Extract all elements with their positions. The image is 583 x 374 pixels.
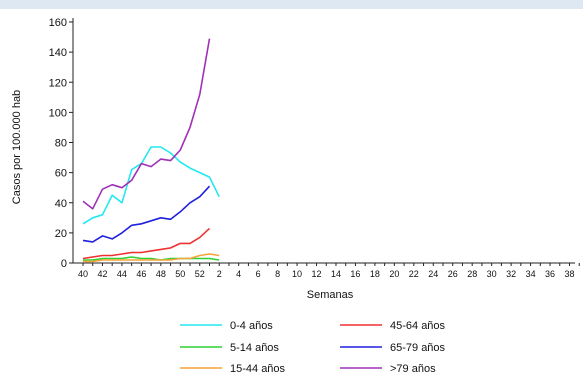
x-tick-label: 8 (275, 269, 280, 279)
x-tick-label: 16 (350, 269, 360, 279)
x-tick-label: 46 (136, 269, 146, 279)
legend-label: 0-4 años (230, 320, 273, 332)
legend-label: 45-64 años (390, 320, 446, 332)
x-tick-label: 30 (487, 269, 497, 279)
x-axis: 40 42 44 46 48 50 52 2 4 6 8 10 12 14 16 18 20 22 24 26 28 30… (73, 262, 580, 279)
y-tick-label: 120 (49, 77, 67, 89)
series-line (82, 185, 211, 243)
legend-label: >79 años (390, 363, 436, 374)
series-lines (82, 38, 220, 263)
x-tick-label: 24 (428, 269, 438, 279)
x-tick-label: 50 (175, 269, 185, 279)
legend: 0-4 años 5-14 años 15-44 años 45-64 años 65-… (180, 320, 446, 374)
x-tick-label: 26 (448, 269, 458, 279)
x-tick-label: 28 (467, 269, 477, 279)
x-tick-label: 34 (526, 269, 536, 279)
x-tick-label: 38 (564, 269, 574, 279)
series-line (82, 146, 220, 225)
x-tick-label: 52 (195, 269, 205, 279)
top-band (0, 0, 583, 9)
series-line (83, 256, 220, 261)
x-tick-label: 12 (312, 269, 322, 279)
y-tick-label: 40 (55, 198, 67, 210)
x-tick-label: 36 (545, 269, 555, 279)
series-line (83, 253, 220, 263)
series-line (82, 38, 211, 210)
x-tick-label: 44 (117, 269, 127, 279)
x-tick-label: 14 (331, 269, 341, 279)
x-tick-label: 6 (256, 269, 261, 279)
legend-label: 15-44 años (230, 363, 286, 374)
y-tick-label: 160 (49, 17, 67, 29)
x-tick-label: 32 (506, 269, 516, 279)
x-tick-label: 48 (156, 269, 166, 279)
x-tick-label: 42 (97, 269, 107, 279)
y-tick-label: 60 (55, 168, 67, 180)
y-tick-label: 80 (55, 138, 67, 150)
x-tick-label: 40 (78, 269, 88, 279)
x-tick-label: 22 (409, 269, 419, 279)
x-axis-title: Semanas (307, 289, 354, 301)
series-line (82, 227, 211, 260)
y-tick-label: 140 (49, 47, 67, 59)
x-tick-label: 2 (217, 269, 222, 279)
legend-label: 65-79 años (390, 342, 446, 354)
x-tick-label: 18 (370, 269, 380, 279)
x-tick-label: 4 (236, 269, 241, 279)
y-axis: 0 20 40 60 80 100 120 140 160 (49, 17, 74, 270)
y-tick-label: 20 (55, 228, 67, 240)
x-tick-label: 10 (292, 269, 302, 279)
y-tick-label: 100 (49, 107, 67, 119)
x-tick-label: 20 (389, 269, 399, 279)
legend-label: 5-14 años (230, 342, 279, 354)
y-tick-label: 0 (61, 258, 67, 270)
y-axis-title: Casos por 100.000 hab (11, 90, 23, 204)
